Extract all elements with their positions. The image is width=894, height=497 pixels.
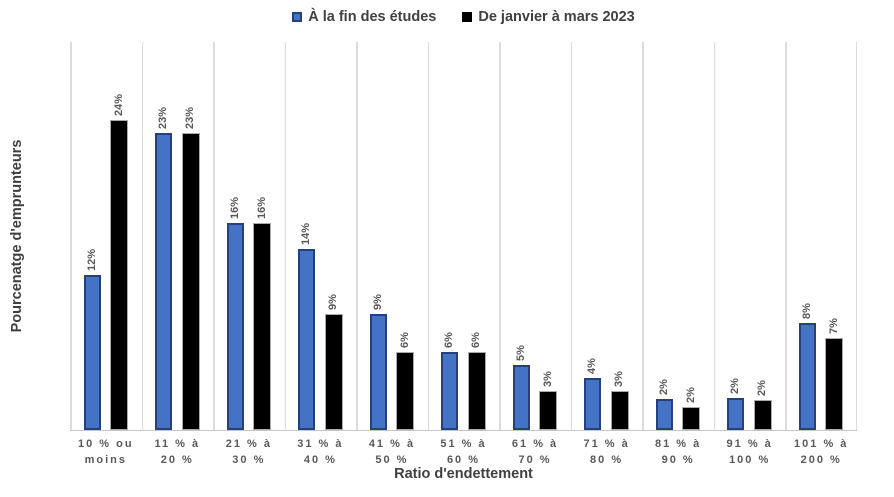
legend-item-2: De janvier à mars 2023 <box>462 9 635 25</box>
category-group: 6% 6% <box>428 42 500 430</box>
x-tick-label: 61 % à 70 % <box>511 438 559 466</box>
category-group: 4% 3% <box>571 42 643 430</box>
y-axis-title: Pourcenatge d'emprunteurs <box>9 139 25 333</box>
x-axis-title: Ratio d'endettement <box>394 466 533 482</box>
bar-series-2 <box>610 391 629 430</box>
legend-swatch-icon <box>462 12 473 22</box>
bar-series-2 <box>181 132 200 430</box>
data-label: 14% <box>300 222 313 245</box>
legend-item-1: À la fin des études <box>292 9 436 25</box>
vertical-gridline <box>785 42 787 430</box>
legend-label: De janvier à mars 2023 <box>478 9 635 25</box>
x-tick-label: 11 % à 20 % <box>154 438 201 466</box>
vertical-gridline <box>213 42 215 430</box>
vertical-gridline <box>427 42 430 430</box>
vertical-gridline <box>70 42 72 430</box>
x-tick-label: 31 % à 40 % <box>297 438 344 466</box>
x-tick-label: 101 % à 200 % <box>794 438 849 466</box>
category-group: 8% 7% <box>785 42 857 430</box>
data-label: 5% <box>514 345 527 362</box>
bar-series-2 <box>110 119 128 430</box>
bar-series-1 <box>155 132 173 430</box>
bar-series-2 <box>539 391 558 430</box>
data-label: 9% <box>371 293 384 310</box>
bar-series-1 <box>298 248 316 430</box>
bar-series-1 <box>798 322 816 430</box>
data-label: 23% <box>184 106 197 129</box>
vertical-gridline <box>570 42 573 430</box>
data-label: 2% <box>684 386 697 403</box>
data-label: 3% <box>541 371 554 388</box>
bar-series-2 <box>682 406 701 430</box>
category-group: 2% 2% <box>714 42 786 430</box>
bar-series-2 <box>396 352 415 430</box>
vertical-gridline <box>141 42 144 430</box>
category-group: 12% 24% <box>70 42 142 430</box>
vertical-gridline <box>713 42 716 430</box>
data-label: 2% <box>729 377 742 394</box>
x-tick-label: 41 % à 50 % <box>368 438 416 466</box>
category-group: 5% 3% <box>499 42 571 430</box>
x-tick-label: 21 % à 30 % <box>225 438 272 466</box>
x-tick-label: 10 % ou moins <box>77 438 134 466</box>
bar-series-2 <box>753 400 772 430</box>
data-label: 7% <box>827 318 840 335</box>
data-label: 16% <box>255 197 268 220</box>
bar-series-1 <box>512 365 530 430</box>
data-label: 6% <box>443 332 456 349</box>
bar-series-2 <box>324 313 343 430</box>
data-label: 4% <box>586 358 599 375</box>
bar-series-2 <box>467 352 486 430</box>
x-tick-label: 81 % à 90 % <box>655 438 702 466</box>
category-group: 23% 23% <box>142 42 214 430</box>
legend: À la fin des études De janvier à mars 202… <box>70 6 857 28</box>
data-label: 8% <box>800 302 813 319</box>
category-group: 9% 6% <box>356 42 428 430</box>
bar-series-1 <box>655 398 673 430</box>
bar-series-1 <box>441 352 459 430</box>
vertical-gridline <box>356 42 358 430</box>
x-tick-label: 91 % à 100 % <box>726 438 773 466</box>
x-tick-label: 71 % à 80 % <box>583 438 630 466</box>
data-label: 2% <box>756 380 769 397</box>
legend-swatch-icon <box>292 12 303 22</box>
data-label: 6% <box>398 332 411 349</box>
plot-area: 12% 24% 23% 23% 16% 16% 14% 9% 9% 6% 6% 6% 5% 3% 4% 3% 2… <box>70 42 857 431</box>
vertical-gridline <box>642 42 644 430</box>
legend-label: À la fin des études <box>308 9 437 25</box>
data-label: 23% <box>157 106 170 129</box>
category-group: 16% 16% <box>213 42 285 430</box>
bar-series-1 <box>584 378 602 430</box>
data-label: 6% <box>470 332 483 349</box>
data-label: 9% <box>327 293 340 310</box>
data-label: 3% <box>613 371 626 388</box>
data-label: 12% <box>85 248 98 271</box>
data-label: 2% <box>657 379 670 395</box>
x-tick-label: 51 % à 60 % <box>440 438 487 466</box>
category-group: 2% 2% <box>642 42 714 430</box>
category-group: 14% 9% <box>285 42 357 430</box>
vertical-gridline <box>855 42 857 430</box>
vertical-gridline <box>499 42 501 430</box>
bar-series-1 <box>369 313 387 430</box>
bar-series-1 <box>83 274 101 430</box>
vertical-gridline <box>284 42 287 430</box>
bar-series-1 <box>727 397 745 430</box>
bar-series-1 <box>226 223 244 430</box>
data-label: 16% <box>228 197 241 220</box>
data-label: 24% <box>112 93 125 116</box>
bar-series-2 <box>253 223 272 430</box>
bar-series-2 <box>825 338 844 430</box>
